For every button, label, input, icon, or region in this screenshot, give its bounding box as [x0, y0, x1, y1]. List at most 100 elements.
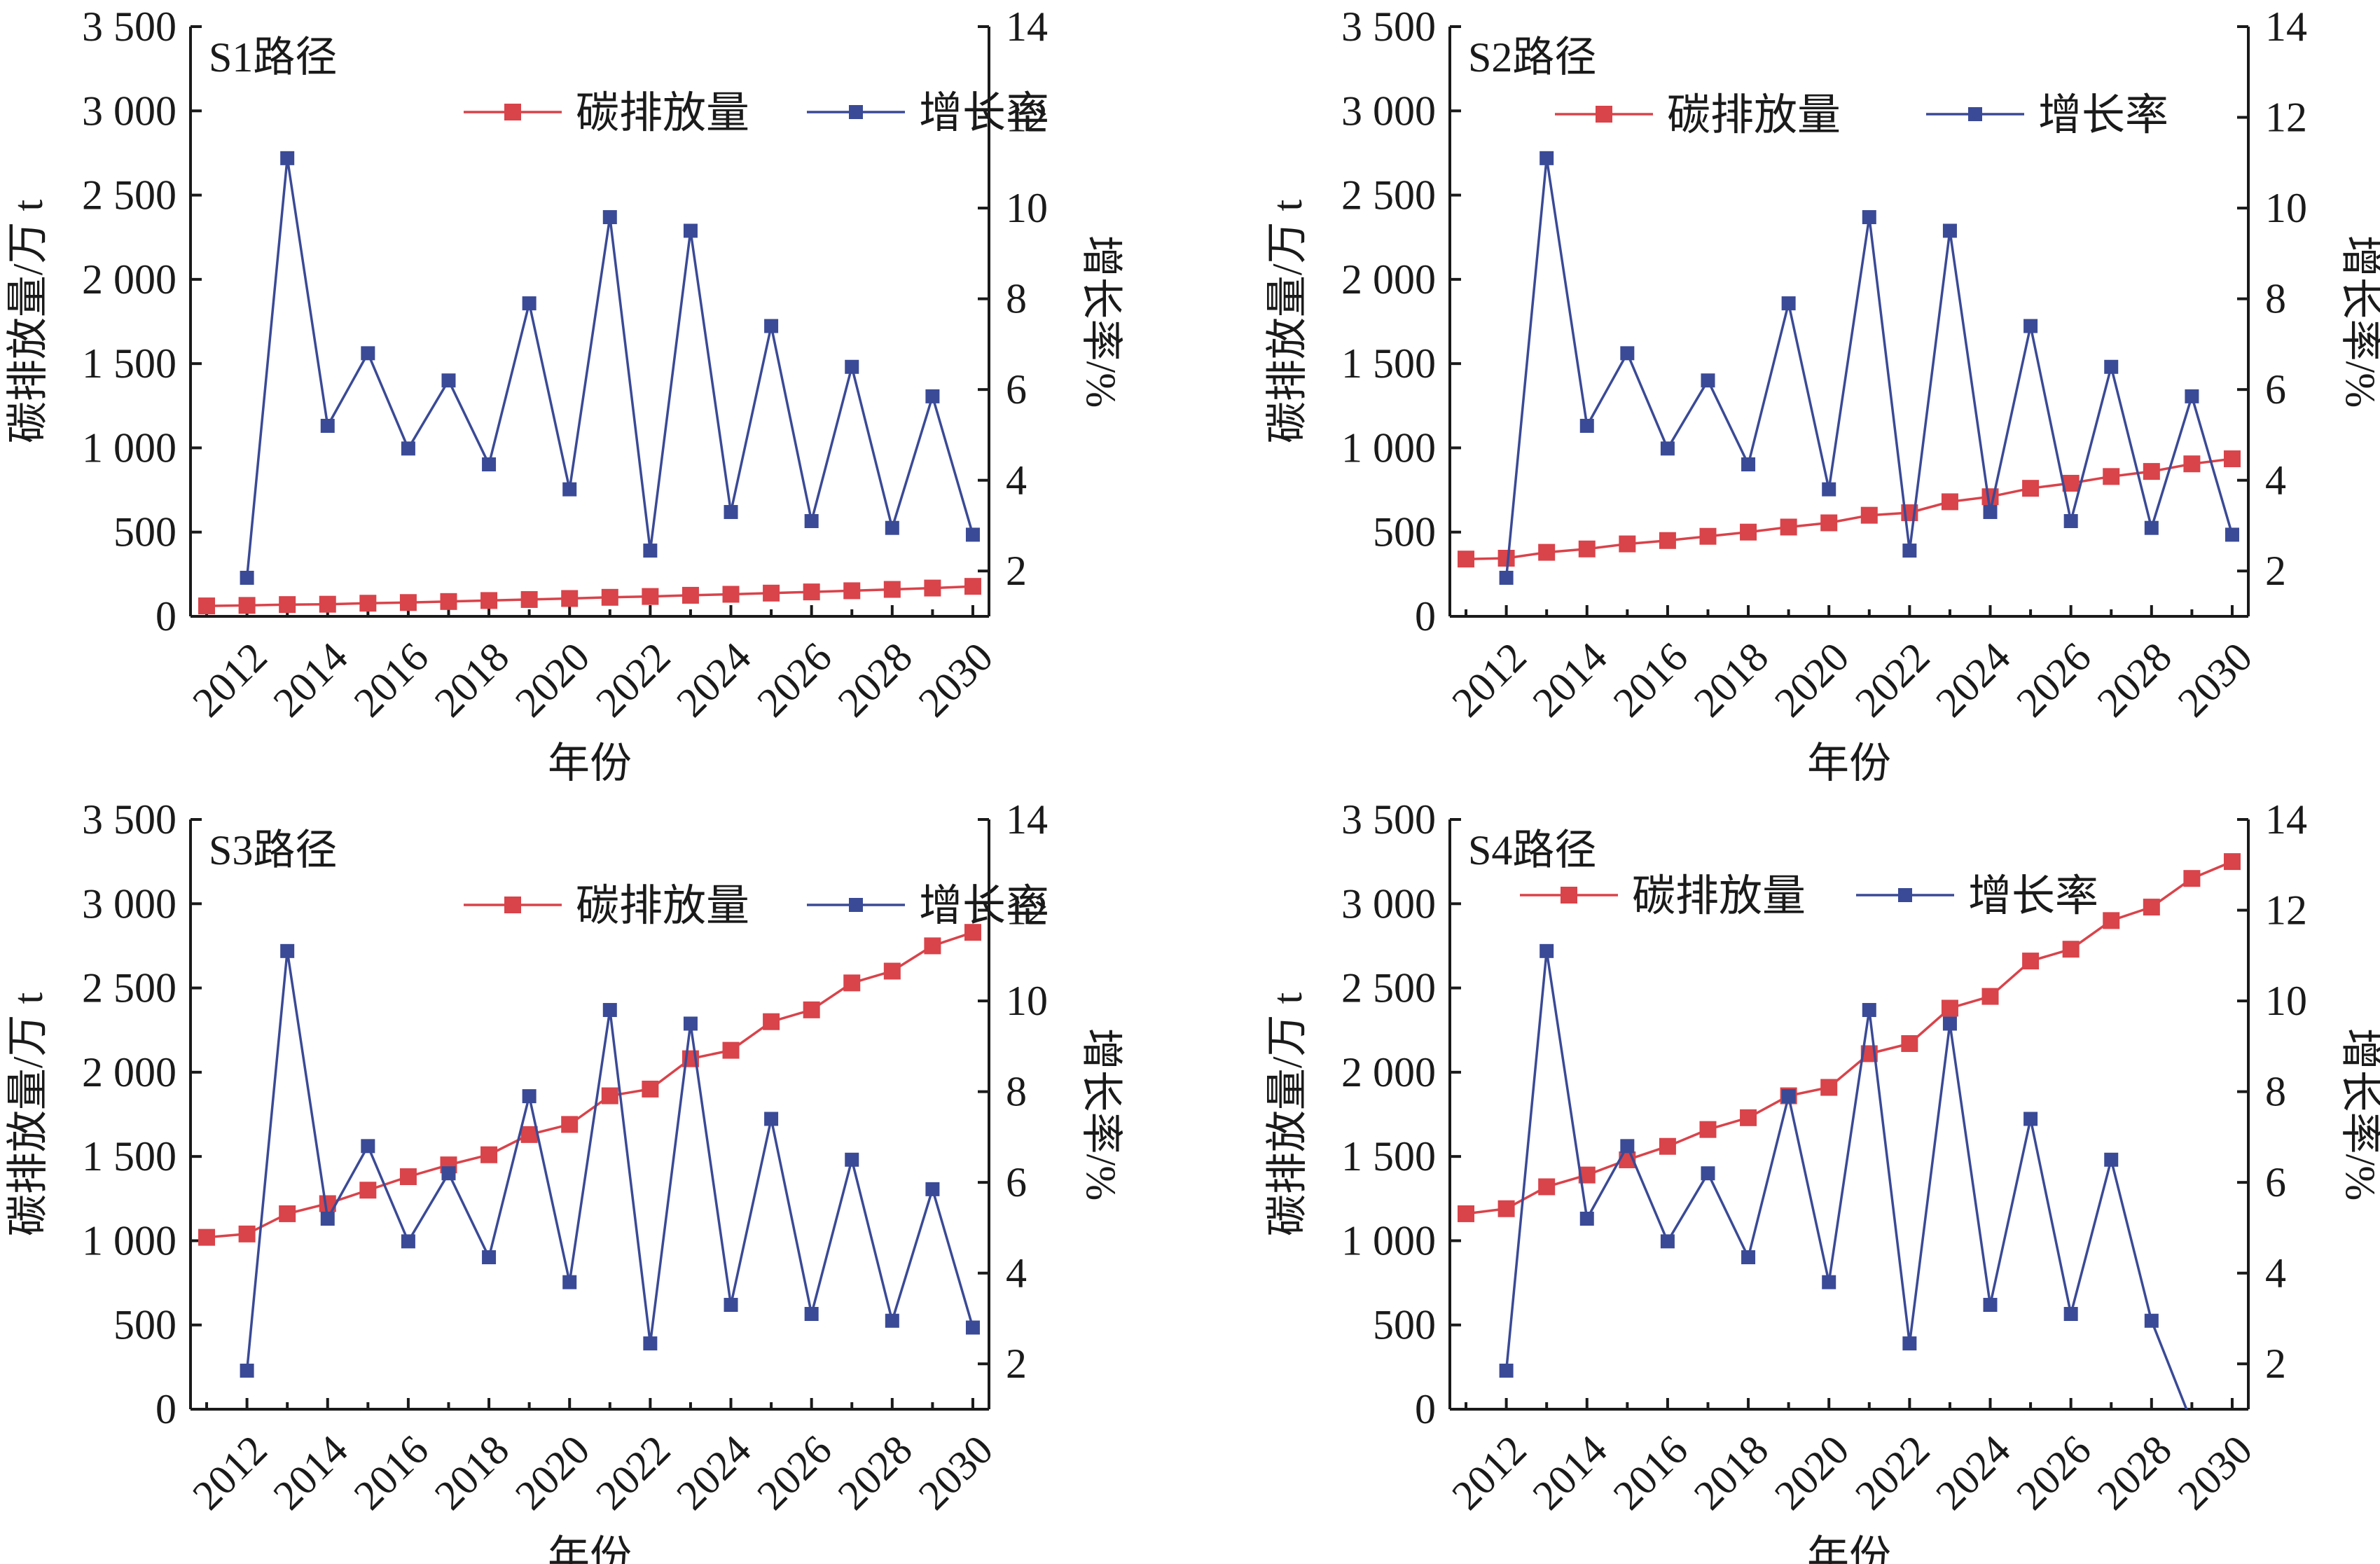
growth-point	[401, 1234, 415, 1249]
right-axis-title: 增长率/%	[1078, 235, 1124, 408]
right-tick-label: 2	[2265, 548, 2286, 594]
panel-title: S4路径	[1468, 827, 1596, 873]
series-emission	[1458, 853, 2241, 1222]
right-tick-label: 4	[1006, 457, 1027, 504]
emission-point	[601, 1087, 618, 1105]
left-tick-label: 500	[113, 1302, 177, 1348]
emission-point	[763, 1013, 780, 1030]
growth-line	[1504, 950, 2188, 1409]
emission-point	[1578, 540, 1596, 558]
left-tick-label: 0	[1415, 593, 1436, 639]
emission-point	[440, 593, 457, 610]
growth-point	[1862, 1003, 1876, 1018]
left-tick-label: 1 500	[82, 340, 177, 387]
growth-point	[643, 544, 658, 558]
right-tick-label: 10	[2265, 978, 2307, 1024]
left-tick-label: 500	[113, 509, 177, 555]
growth-point	[683, 1016, 698, 1031]
emission-point	[399, 1168, 417, 1186]
emission-point	[1941, 999, 1958, 1017]
emission-point	[843, 582, 861, 600]
growth-point	[522, 1089, 537, 1104]
legend-label: 碳排放量	[1667, 92, 1841, 139]
left-tick-label: 0	[155, 1386, 177, 1432]
legend-label: 碳排放量	[1632, 873, 1806, 920]
right-axis-title: 增长率/%	[2337, 235, 2380, 408]
growth-point	[1902, 1336, 1917, 1351]
legend: 碳排放量 增长率	[1520, 873, 2098, 920]
x-tick-label: 2024	[667, 634, 760, 726]
series-growth	[1499, 943, 2188, 1409]
left-tick-label: 1 000	[1341, 1217, 1436, 1264]
right-tick-label: 8	[2265, 276, 2286, 322]
left-tick-label: 1 000	[1341, 424, 1436, 471]
x-tick-label: 2020	[1766, 634, 1858, 726]
right-tick-label: 14	[2265, 4, 2307, 50]
emission-point	[722, 1041, 740, 1059]
right-tick-label: 12	[2265, 95, 2307, 141]
legend-label: 增长率	[919, 883, 1049, 930]
right-tick-label: 4	[1006, 1250, 1027, 1296]
left-axis-title: 碳排放量/万 t	[5, 200, 51, 444]
legend-marker	[1561, 887, 1577, 904]
emission-point	[1740, 1109, 1757, 1126]
growth-point	[1579, 418, 1594, 433]
left-tick-label: 0	[1415, 1386, 1436, 1432]
emission-point	[480, 592, 498, 609]
x-tick-label: 2024	[1927, 634, 2019, 726]
x-tick-label: 2012	[1443, 1427, 1535, 1519]
growth-point	[361, 1139, 375, 1154]
emission-point	[1860, 506, 1878, 524]
series-emission	[198, 924, 981, 1246]
emission-point	[1901, 1034, 1918, 1052]
growth-point	[240, 570, 254, 585]
left-tick-label: 1 500	[1341, 340, 1436, 387]
legend-marker	[504, 104, 521, 120]
emission-point	[2183, 870, 2201, 887]
growth-point	[965, 1320, 980, 1335]
legend-marker	[849, 898, 863, 912]
right-tick-label: 6	[2265, 1159, 2286, 1205]
emission-point	[2022, 480, 2040, 497]
x-tick-label: 2022	[587, 634, 679, 726]
growth-point	[764, 1112, 779, 1126]
emission-point	[198, 597, 216, 615]
growth-point	[1822, 482, 1836, 497]
emission-point	[964, 924, 981, 941]
emission-point	[520, 1126, 538, 1143]
legend-marker	[1898, 888, 1912, 902]
x-tick-label: 2016	[345, 634, 438, 726]
series-emission	[198, 578, 981, 615]
emission-point	[883, 581, 901, 598]
growth-point	[2063, 1306, 2078, 1321]
x-tick-label: 2030	[910, 634, 1002, 726]
x-tick-label: 2018	[1685, 1427, 1778, 1519]
left-tick-label: 3 000	[1341, 88, 1436, 134]
growth-point	[1781, 296, 1796, 311]
series-emission	[1458, 450, 2241, 568]
left-tick-label: 3 000	[1341, 880, 1436, 927]
growth-point	[401, 441, 415, 456]
right-tick-label: 2	[1006, 548, 1027, 594]
growth-point	[1499, 570, 1514, 585]
right-tick-label: 12	[1006, 887, 1048, 934]
growth-point	[482, 457, 497, 472]
x-tick-label: 2026	[2007, 1427, 2100, 1519]
left-tick-label: 2 000	[82, 1049, 177, 1095]
emission-point	[763, 584, 780, 602]
growth-point	[804, 1306, 819, 1321]
right-axis-title: 增长率/%	[2337, 1028, 2380, 1201]
legend: 碳排放量 增长率	[464, 883, 1049, 930]
emission-point	[803, 1001, 820, 1018]
left-tick-label: 1 500	[1341, 1133, 1436, 1179]
emission-point	[1538, 1178, 1556, 1196]
emission-point	[1458, 551, 1475, 568]
emission-point	[1619, 535, 1636, 553]
emission-point	[2223, 450, 2241, 468]
right-tick-label: 4	[2265, 1250, 2286, 1296]
x-tick-label: 2014	[1523, 634, 1616, 726]
emission-point	[2143, 463, 2160, 480]
legend-marker	[849, 105, 863, 119]
emission-point	[883, 962, 901, 980]
